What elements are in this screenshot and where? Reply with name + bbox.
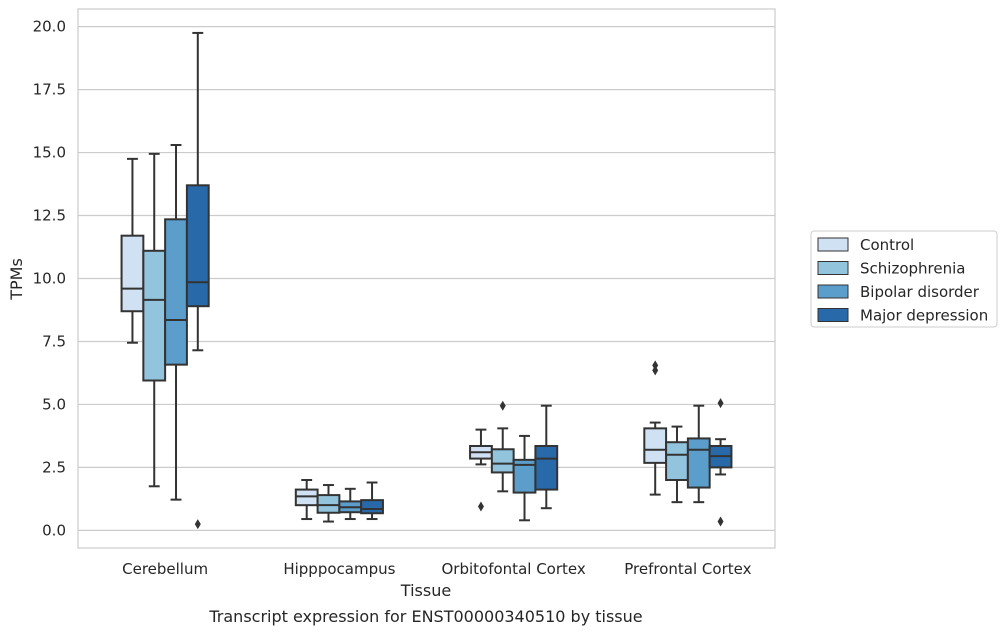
legend-label: Schizophrenia xyxy=(860,260,965,278)
box xyxy=(534,444,559,491)
y-tick-label: 17.5 xyxy=(33,81,66,99)
y-tick-label: 5.0 xyxy=(42,395,66,413)
box-series xyxy=(120,31,733,530)
legend-swatch xyxy=(817,261,849,275)
y-axis-label: TPMs xyxy=(7,258,26,301)
x-tick-label: Cerebellum xyxy=(122,560,208,578)
y-tick-label: 12.5 xyxy=(33,207,66,225)
legend-swatch xyxy=(817,308,849,322)
box xyxy=(490,448,515,474)
box xyxy=(142,249,167,382)
x-tick-label: Prefrontal Cortex xyxy=(624,560,751,578)
legend-frame xyxy=(810,230,998,328)
x-tick-labels: Cerebellum Hipppocampus Orbitofontal Corte… xyxy=(122,560,751,578)
box-group xyxy=(708,398,733,527)
box-group xyxy=(142,152,167,488)
box xyxy=(360,499,384,515)
outlier-point xyxy=(194,519,201,530)
box xyxy=(164,218,188,366)
legend: Control Schizophrenia Bipolar disorder Majo… xyxy=(810,230,998,328)
outlier-point xyxy=(652,365,659,376)
box-group xyxy=(643,360,668,496)
outlier-point xyxy=(499,400,506,411)
x-tick-label: Orbitofontal Cortex xyxy=(442,560,586,578)
outlier-point xyxy=(652,360,659,371)
box xyxy=(643,427,668,464)
outlier-point xyxy=(717,398,724,409)
y-tick-label: 15.0 xyxy=(33,144,66,162)
legend-swatch xyxy=(817,237,849,252)
box-group xyxy=(534,404,559,510)
chart-caption: Transcript expression for ENST0000034051… xyxy=(208,607,642,626)
y-tick-label: 10.0 xyxy=(33,270,66,288)
x-tick-label: Hipppocampus xyxy=(283,560,395,578)
box xyxy=(185,184,210,308)
y-tick-label: 7.5 xyxy=(42,332,66,350)
y-gridlines xyxy=(78,26,775,531)
x-axis-label: Tissue xyxy=(400,581,451,600)
box xyxy=(665,441,689,481)
y-tick-label: 2.5 xyxy=(42,458,66,476)
legend-label: Major depression xyxy=(860,307,988,325)
box xyxy=(294,488,319,507)
y-tick-label: 0.0 xyxy=(42,521,66,539)
y-tick-labels: 0.0 2.5 5.0 7.5 10.0 12.5 15.0 17.5 20.0 xyxy=(33,18,66,540)
outlier-point xyxy=(477,501,484,512)
outlier-point xyxy=(717,516,724,527)
box-group xyxy=(512,434,537,522)
box-group xyxy=(185,31,210,530)
box-group xyxy=(686,404,711,504)
box-group xyxy=(360,481,384,521)
legend-swatch xyxy=(817,284,849,299)
box xyxy=(686,437,711,489)
plot-frame xyxy=(77,8,776,549)
box xyxy=(120,234,145,313)
legend-label: Bipolar disorder xyxy=(860,283,980,301)
y-tick-label: 20.0 xyxy=(33,18,66,36)
box-group xyxy=(469,428,493,512)
legend-label: Control xyxy=(860,236,914,254)
box xyxy=(316,494,341,514)
